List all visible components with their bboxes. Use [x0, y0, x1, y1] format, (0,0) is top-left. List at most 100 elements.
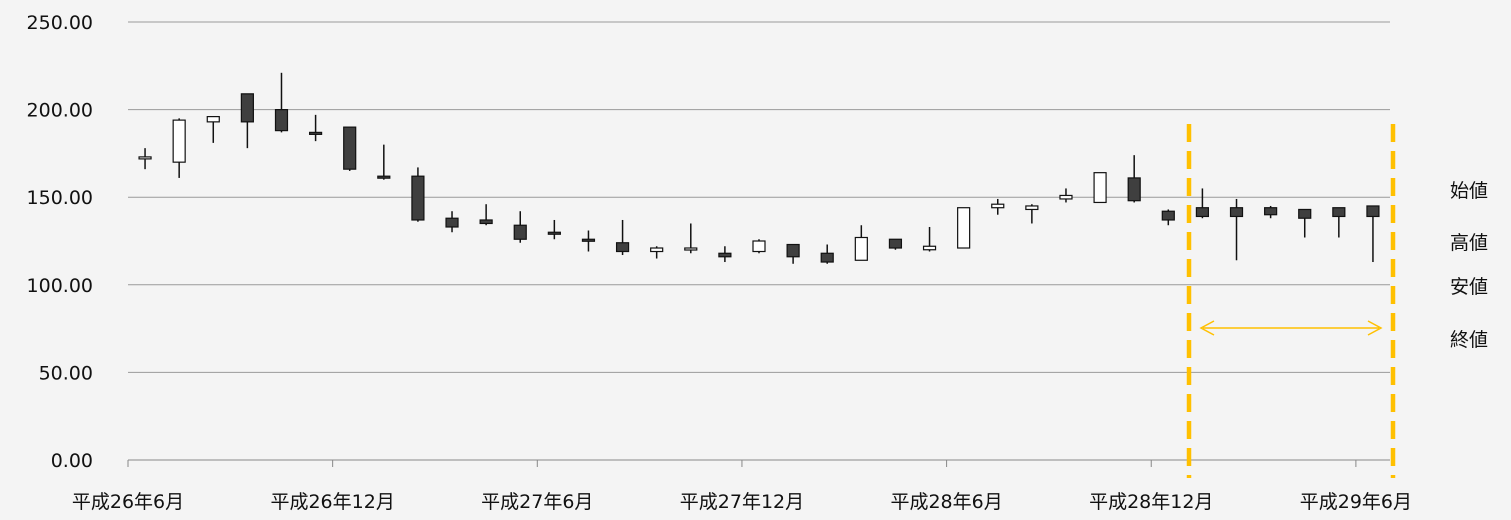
x-tick-label: 平成27年6月: [481, 491, 593, 513]
candle: [411, 167, 425, 222]
x-tick-label: 平成29年6月: [1300, 491, 1412, 513]
x-tick-label: 平成28年12月: [1089, 491, 1213, 513]
candle-body-up: [922, 245, 937, 251]
candle: [206, 116, 220, 143]
legend: 始値 高値 安値 終値: [1450, 180, 1488, 351]
highlight-period-annotation: [1186, 124, 1396, 478]
candle-body-down: [820, 252, 834, 263]
candle-body-down: [615, 242, 630, 253]
candle-body-down: [786, 243, 800, 258]
candle: [718, 246, 732, 263]
candle-body-up: [1093, 172, 1107, 204]
x-tick-label: 平成26年6月: [72, 491, 184, 513]
candle: [445, 211, 459, 233]
candle-body-up: [752, 240, 766, 253]
candle: [1332, 207, 1346, 238]
candle-body-down: [1229, 207, 1244, 218]
candle: [786, 243, 800, 264]
candle-body-up: [650, 247, 664, 253]
y-tick-label: 150.00: [27, 187, 93, 209]
candle: [922, 226, 937, 252]
candle-body-down: [1366, 205, 1380, 218]
candle-body-up: [957, 207, 971, 249]
candle: [1093, 172, 1107, 204]
candle: [1298, 208, 1312, 238]
candle-body-down: [581, 238, 596, 242]
candle: [1195, 188, 1210, 219]
y-tick-label: 0.00: [51, 450, 93, 472]
gridlines: [128, 21, 1390, 461]
candle: [547, 219, 561, 240]
candle-body-down: [888, 238, 903, 249]
legend-low: 安値: [1450, 276, 1488, 298]
candle: [888, 238, 903, 250]
y-tick-label: 100.00: [27, 275, 93, 297]
candle-body-up: [854, 236, 868, 261]
candle: [957, 207, 971, 249]
candle-body-down: [377, 175, 391, 179]
candle: [752, 239, 766, 254]
candle: [1127, 155, 1141, 203]
candle-body-down: [274, 108, 289, 132]
candle: [1025, 204, 1039, 224]
candle: [274, 72, 289, 133]
candle-body-down: [343, 126, 357, 170]
legend-open: 始値: [1450, 180, 1488, 202]
candle-body-down: [513, 224, 527, 240]
candle-body-down: [445, 217, 459, 228]
x-tick-label: 平成27年12月: [680, 491, 804, 513]
x-tick-label: 平成28年6月: [890, 491, 1002, 513]
candle-body-down: [1332, 207, 1346, 218]
candle: [650, 246, 664, 259]
candle-body-down: [1127, 177, 1141, 202]
candle-body-down: [308, 131, 323, 135]
candle: [581, 230, 596, 252]
candle-body-down: [1264, 207, 1278, 216]
candle-body-up: [172, 119, 186, 163]
candles: [138, 72, 1380, 264]
candle-body-up: [1025, 205, 1039, 211]
candle: [479, 204, 493, 226]
candle: [1161, 209, 1175, 226]
candle: [172, 118, 186, 178]
candle-body-up: [1059, 194, 1073, 200]
x-axis: 平成26年6月 平成26年12月 平成27年6月 平成27年12月 平成28年6月 平成2…: [72, 460, 1412, 513]
candle-body-down: [479, 219, 493, 225]
candle-body-up: [206, 116, 220, 123]
candle-body-down: [1195, 207, 1210, 218]
candle: [615, 219, 630, 256]
candle: [308, 114, 323, 142]
candle-body-down: [718, 252, 732, 258]
candle: [991, 198, 1005, 215]
candle: [1264, 205, 1278, 219]
candle: [343, 126, 357, 171]
candle: [513, 211, 527, 243]
candle-body-up: [138, 156, 152, 160]
y-tick-label: 50.00: [39, 362, 93, 384]
candle: [138, 148, 152, 170]
candle: [684, 223, 698, 254]
y-tick-label: 200.00: [27, 100, 93, 122]
candle: [1366, 205, 1380, 263]
candle: [377, 144, 391, 180]
candle: [240, 93, 254, 149]
candle-body-down: [240, 93, 254, 123]
x-tick-label: 平成26年12月: [270, 491, 394, 513]
candle-body-down: [411, 175, 425, 221]
candle: [854, 225, 868, 261]
arrow-head-right: [1367, 320, 1383, 336]
arrow-head-left: [1199, 320, 1215, 336]
candle-body-down: [547, 231, 561, 235]
legend-high: 高値: [1450, 232, 1488, 254]
y-tick-label: 250.00: [27, 12, 93, 34]
candle-body-up: [684, 247, 698, 251]
legend-close: 終値: [1450, 329, 1488, 351]
candle-body-up: [991, 203, 1005, 209]
y-axis-ticks: 0.00 50.00 100.00 150.00 200.00 250.00: [27, 12, 93, 472]
candle: [1059, 188, 1073, 203]
candle-body-down: [1161, 210, 1175, 221]
candle: [820, 244, 834, 264]
candle: [1229, 198, 1244, 261]
